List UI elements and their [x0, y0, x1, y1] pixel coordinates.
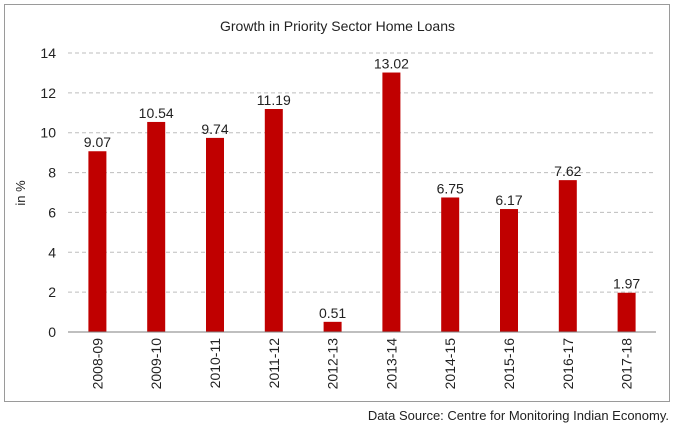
data-label: 6.17 [495, 192, 522, 208]
bar [558, 180, 577, 332]
bar [323, 321, 342, 332]
y-tick-label: 10 [40, 125, 56, 141]
x-tick-label: 2011-12 [266, 338, 282, 389]
x-tick-label: 2010-11 [207, 338, 223, 389]
y-tick-labels: 0 2 4 6 8 10 12 14 [40, 45, 56, 340]
bar [500, 209, 518, 332]
x-tick-label: 2015-16 [501, 338, 517, 390]
bar [617, 292, 636, 332]
x-tick-label: 2012-13 [325, 338, 341, 390]
y-tick-label: 12 [40, 85, 56, 101]
bar [147, 121, 166, 333]
x-tick-label: 2009-10 [148, 338, 164, 390]
y-tick-label: 6 [48, 204, 56, 220]
data-label: 0.51 [319, 305, 346, 321]
chart-title: Growth in Priority Sector Home Loans [220, 18, 455, 34]
x-tick-label: 2016-17 [560, 338, 576, 390]
y-tick-label: 8 [48, 165, 56, 181]
y-axis-label: in % [13, 180, 28, 206]
bar [264, 108, 283, 332]
bar [382, 72, 401, 332]
x-tick-labels: 2008-09 2009-10 2010-11 2011-12 2012-13 2013-… [89, 338, 634, 390]
value-labels: 9.07 10.54 9.74 11.19 0.51 13.02 6.75 6.17 7.62 1… [84, 56, 641, 321]
bars [88, 72, 636, 333]
bar [441, 197, 460, 332]
x-tick-label: 2013-14 [383, 338, 399, 390]
data-label: 7.62 [554, 163, 581, 179]
y-tick-label: 14 [40, 45, 56, 61]
data-source-note: Data Source: Centre for Monitoring India… [367, 408, 669, 423]
y-tick-label: 0 [48, 324, 56, 340]
data-label: 9.74 [201, 121, 228, 137]
data-label: 10.54 [139, 105, 174, 121]
y-tick-label: 4 [48, 244, 56, 260]
bar [88, 151, 107, 332]
data-label: 1.97 [613, 276, 640, 292]
data-label: 13.02 [374, 56, 409, 72]
data-label: 11.19 [257, 92, 291, 108]
gridlines [68, 52, 656, 293]
data-label: 6.75 [437, 180, 464, 196]
x-tick-label: 2014-15 [442, 338, 458, 390]
x-tick-label: 2008-09 [89, 338, 105, 390]
y-tick-label: 2 [48, 284, 56, 300]
bar [206, 137, 224, 332]
data-label: 9.07 [84, 134, 111, 150]
x-tick-label: 2017-18 [619, 338, 635, 390]
